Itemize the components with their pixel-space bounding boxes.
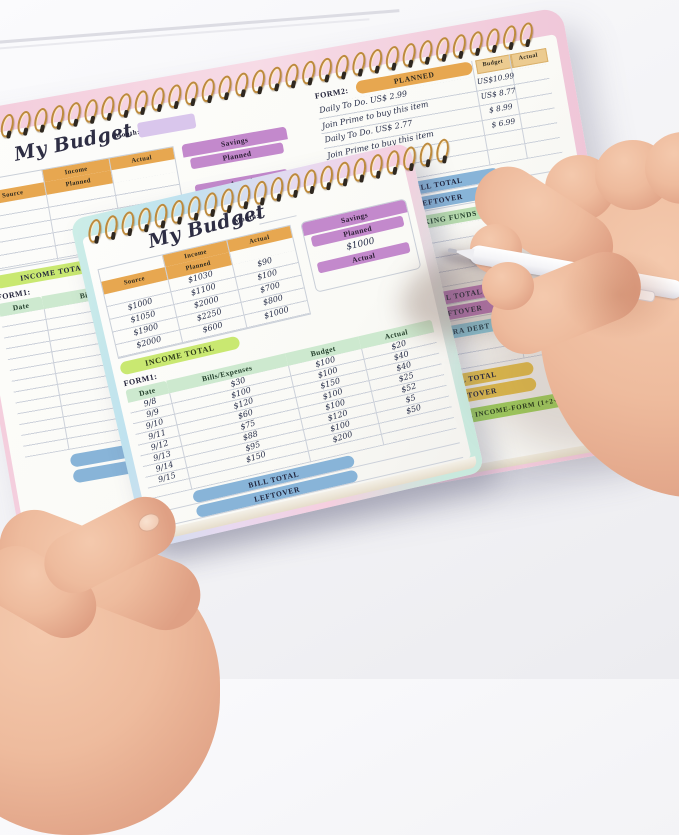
spiral-coil <box>401 145 418 171</box>
spiral-coil <box>285 172 302 198</box>
spiral-coil <box>334 54 350 80</box>
spiral-coil <box>418 39 434 65</box>
hand-shadow-large <box>480 300 679 450</box>
spiral-coil <box>268 176 285 202</box>
spiral-coil <box>103 214 120 240</box>
front-notebook: My Budget Month: Income Actual Source Pl… <box>69 142 485 550</box>
spiral-coil <box>417 141 434 167</box>
spiral-coil <box>33 107 49 133</box>
spiral-coil <box>518 21 534 47</box>
spiral-coil <box>133 89 149 115</box>
handwritten-value <box>415 416 417 427</box>
spiral-coil <box>502 24 518 50</box>
spiral-coil <box>351 157 368 183</box>
spiral-coil <box>301 60 317 86</box>
spiral-coil <box>117 92 133 118</box>
right-hand-knuckle <box>595 140 671 210</box>
spiral-coil <box>318 164 335 190</box>
spiral-coil <box>335 161 352 187</box>
spiral-coil <box>217 74 233 100</box>
spiral-coil <box>302 168 319 194</box>
spiral-coil <box>136 206 153 232</box>
spiral-coil <box>0 113 15 139</box>
desk-edge-line <box>0 9 400 46</box>
spiral-coil <box>435 36 451 62</box>
spiral-coil <box>66 101 82 127</box>
spiral-coil <box>150 86 166 112</box>
spiral-coil <box>351 51 367 77</box>
spiral-coil <box>86 218 103 244</box>
handwritten-value <box>136 287 139 300</box>
spiral-coil <box>167 83 183 109</box>
spiral-coil <box>234 72 250 98</box>
left-middle-finger <box>0 534 108 650</box>
spiral-coil <box>485 27 501 53</box>
spiral-coil <box>183 80 199 106</box>
spiral-coil <box>50 104 66 130</box>
spiral-coil <box>368 48 384 74</box>
spiral-coil <box>384 149 401 175</box>
spiral-coil <box>250 69 266 95</box>
spiral-coil <box>317 57 333 83</box>
spiral-coil <box>200 77 216 103</box>
spiral-coil <box>468 30 484 56</box>
spiral-coil <box>83 98 99 124</box>
right-hand-knuckle <box>645 132 679 204</box>
spiral-coil <box>267 66 283 92</box>
spiral-coil <box>451 33 467 59</box>
spiral-coil <box>16 110 32 136</box>
income-actual-values: $90 $100 $700 $800 $1000 <box>232 250 310 328</box>
spiral-coil <box>401 42 417 68</box>
spiral-coil <box>284 63 300 89</box>
spiral-coil <box>368 153 385 179</box>
spiral-coil <box>384 45 400 71</box>
desk-edge-line-2 <box>0 18 370 52</box>
left-hand-palm <box>0 545 220 835</box>
spiral-coil <box>100 95 116 121</box>
spiral-coil <box>119 210 136 236</box>
